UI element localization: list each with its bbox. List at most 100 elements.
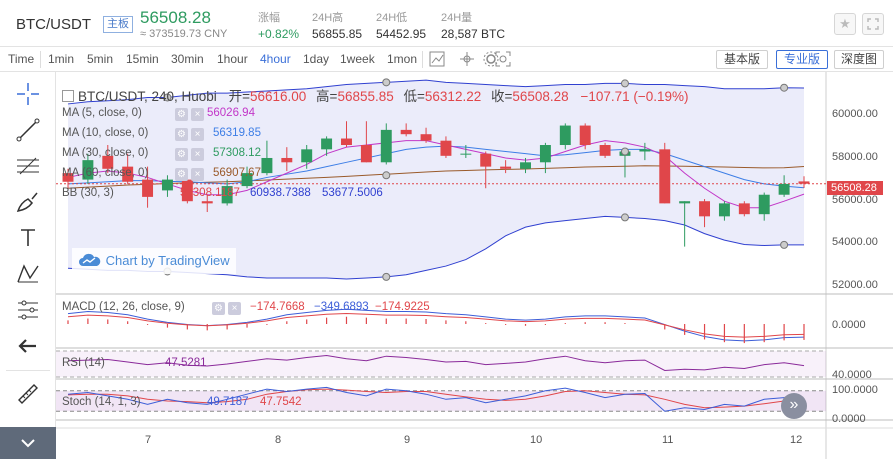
chart-toolbar: Time 1min 5min 15min 30min 1hour 4hour 1… <box>0 46 893 72</box>
close-icon[interactable]: × <box>191 108 204 121</box>
gear-icon[interactable]: ⚙ <box>175 128 188 141</box>
pair-name[interactable]: BTC/USDT <box>16 16 91 33</box>
macd-tick: 0.0000 <box>832 319 866 331</box>
candle-body <box>500 166 512 169</box>
gear-icon[interactable]: ⚙ <box>175 148 188 161</box>
candle-body <box>659 149 671 204</box>
tf-1hour[interactable]: 1hour <box>217 52 248 66</box>
tradingview-watermark[interactable]: Chart by TradingView <box>72 248 236 274</box>
bb-basis-value: 57308.1187 <box>180 187 240 199</box>
symbol-title: BTC/USDT, 240, Huobi <box>78 89 217 104</box>
gear-icon[interactable]: ⚙ <box>212 302 225 315</box>
stoch-legend[interactable]: Stoch (14, 1, 3) <box>62 396 141 408</box>
star-icon[interactable]: ★ <box>834 13 856 35</box>
mode-pro-button[interactable]: 专业版 <box>776 50 828 69</box>
crosshair-icon[interactable] <box>14 80 42 108</box>
rsi-legend[interactable]: RSI (14) <box>62 357 105 369</box>
candle-body <box>400 129 412 135</box>
scroll-to-realtime-button[interactable]: » <box>781 393 807 419</box>
candle-body <box>380 129 392 163</box>
ma10-value: 56319.85 <box>213 127 261 139</box>
ma30-legend[interactable]: MA (30, close, 0) <box>62 147 149 159</box>
gear-icon[interactable]: ⚙ <box>175 168 188 181</box>
stoch-band <box>56 390 826 412</box>
text-icon[interactable] <box>14 224 42 252</box>
collapse-legend-icon[interactable] <box>62 90 74 102</box>
tools-scroll-down[interactable] <box>0 427 56 459</box>
board-tag: 主板 <box>103 16 133 33</box>
brush-icon[interactable] <box>14 188 42 216</box>
time-tick: 12 <box>790 434 803 446</box>
tf-time[interactable]: Time <box>8 52 35 66</box>
candle-body <box>480 153 492 167</box>
close-icon[interactable]: × <box>191 168 204 181</box>
measure-icon[interactable] <box>14 296 42 324</box>
bb-legend[interactable]: BB (30, 3) <box>62 187 114 199</box>
fib-icon[interactable] <box>14 152 42 180</box>
stat-value-change: +0.82% <box>258 27 300 41</box>
candle-body <box>559 125 571 146</box>
tf-1min[interactable]: 1min <box>48 52 75 66</box>
candle-body <box>161 179 173 191</box>
stat-label-change: 涨幅 <box>258 12 280 24</box>
fullscreen-icon[interactable] <box>862 13 884 35</box>
bb-handle <box>620 147 629 156</box>
pattern-icon[interactable] <box>14 260 42 288</box>
macd-line <box>67 308 805 342</box>
back-arrow-icon[interactable] <box>14 332 42 360</box>
tf-5min[interactable]: 5min <box>87 52 114 66</box>
cny-price: ≈ 373519.73 CNY <box>140 28 228 40</box>
macd-hist-value: −174.7668 <box>250 301 305 313</box>
stoch-d-value: 47.7542 <box>260 396 302 408</box>
price-chart[interactable] <box>56 72 893 459</box>
mode-depth-button[interactable]: 深度图 <box>834 50 884 69</box>
candle-body <box>539 145 551 163</box>
cloud-icon <box>79 253 101 266</box>
candle-body <box>281 157 293 163</box>
candle-body <box>82 160 94 180</box>
tf-15min[interactable]: 15min <box>126 52 159 66</box>
settings-icon[interactable] <box>482 50 500 68</box>
low-value: 56312.22 <box>424 89 482 104</box>
candle-body <box>798 181 810 184</box>
mode-basic-button[interactable]: 基本版 <box>716 50 768 69</box>
candle-body <box>778 183 790 195</box>
bb-band-fill <box>68 80 804 280</box>
drawing-toolbar <box>0 72 56 459</box>
candle-body <box>699 201 711 217</box>
tf-4hour[interactable]: 4hour <box>260 52 291 66</box>
candle-body <box>520 162 531 169</box>
ma60-legend[interactable]: MA (60, close, 0) <box>62 167 149 179</box>
bb-lower-value: 53677.5006 <box>322 187 383 199</box>
trendline-icon[interactable] <box>14 116 42 144</box>
macd-legend[interactable]: MACD (12, 26, close, 9) <box>62 301 185 313</box>
ma5-legend[interactable]: MA (5, close, 0) <box>62 107 142 119</box>
tf-1day[interactable]: 1day <box>303 52 330 66</box>
rsi-value: 47.5281 <box>165 357 207 369</box>
open-label: 开= <box>228 89 250 104</box>
gear-icon[interactable]: ⚙ <box>175 108 188 121</box>
stat-value-high: 56855.85 <box>312 27 363 41</box>
tf-30min[interactable]: 30min <box>171 52 204 66</box>
compare-icon[interactable] <box>428 50 446 68</box>
ruler-icon[interactable] <box>14 380 42 408</box>
stat-label-low: 24H低 <box>376 12 408 24</box>
indicator-icon[interactable] <box>458 50 476 68</box>
stoch-k-value: 49.7187 <box>207 396 249 408</box>
bb-upper-value: 60938.7388 <box>250 187 311 199</box>
price-tick: 52000.00 <box>832 279 878 291</box>
stoch-d-line <box>67 388 805 409</box>
close-icon[interactable]: × <box>191 128 204 141</box>
candle-body <box>599 145 611 156</box>
tf-1week[interactable]: 1week <box>340 52 375 66</box>
screenshot-icon[interactable] <box>494 50 512 68</box>
close-icon[interactable]: × <box>191 148 204 161</box>
tf-1mon[interactable]: 1mon <box>387 52 418 66</box>
ma10-legend[interactable]: MA (10, close, 0) <box>62 127 149 139</box>
close-label: 收= <box>490 89 513 104</box>
candle-body <box>360 145 372 163</box>
close-icon[interactable]: × <box>228 302 241 315</box>
ticker-header: BTC/USDT 主板 56508.28 ≈ 373519.73 CNY 涨幅 … <box>0 0 893 46</box>
candle-body <box>738 203 750 215</box>
candle-body <box>221 186 233 204</box>
